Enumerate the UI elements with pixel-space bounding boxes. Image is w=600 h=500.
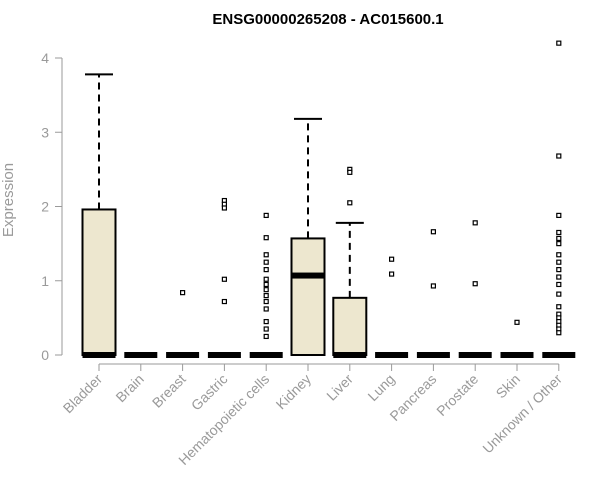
outlier-point <box>389 256 395 262</box>
outlier-point <box>263 306 269 312</box>
x-tick-label: Lung <box>364 371 397 404</box>
y-axis-label: Expression <box>0 163 17 237</box>
outlier-point <box>180 290 186 296</box>
box-6 <box>290 117 326 357</box>
outlier-point <box>430 283 436 289</box>
outlier-point <box>556 40 562 46</box>
x-tick-label: Unknown / Other <box>479 371 565 457</box>
outlier-point <box>263 276 269 282</box>
y-tick-label: 4 <box>41 50 49 66</box>
outlier-point <box>556 212 562 219</box>
outlier-point <box>556 259 562 265</box>
outlier-point <box>514 319 520 325</box>
box-rect <box>290 237 326 357</box>
outlier-point <box>263 235 269 241</box>
box-rect <box>81 208 117 356</box>
median-line <box>542 352 576 358</box>
outlier-point <box>263 267 269 273</box>
median-line <box>500 352 534 358</box>
box-10 <box>458 220 492 358</box>
outlier-point <box>556 267 562 273</box>
outlier-point <box>556 241 562 247</box>
outlier-point <box>556 304 562 310</box>
outlier-point <box>430 229 436 235</box>
box-9 <box>416 229 450 358</box>
outlier-point <box>556 291 562 297</box>
outlier-point <box>221 205 227 211</box>
box-5 <box>249 212 283 358</box>
median-line <box>416 352 450 358</box>
box-4 <box>207 197 241 358</box>
x-tick-label: Skin <box>493 371 524 402</box>
outlier-point <box>347 200 353 206</box>
x-tick-label: Kidney <box>273 371 315 413</box>
box-8 <box>375 256 409 358</box>
x-tick-label: Prostate <box>433 371 481 419</box>
box-3 <box>166 290 200 358</box>
chart-title: ENSG00000265208 - AC015600.1 <box>212 11 443 28</box>
outlier-point <box>556 281 562 288</box>
outlier-point <box>263 287 269 293</box>
outlier-point <box>263 212 269 219</box>
outlier-point <box>263 326 269 332</box>
median-line <box>291 272 325 279</box>
outlier-point <box>472 281 478 287</box>
outlier-point <box>556 274 562 280</box>
box-rect <box>332 296 368 357</box>
boxes-layer <box>81 40 576 358</box>
outlier-point <box>221 298 227 305</box>
median-line <box>166 352 200 358</box>
box-11 <box>500 319 534 358</box>
x-tick-label: Bladder <box>60 371 106 417</box>
box-12 <box>542 40 576 358</box>
outlier-point <box>556 252 562 258</box>
x-tick-label: Brain <box>112 371 146 405</box>
box-2 <box>124 352 158 358</box>
box-7 <box>332 166 368 358</box>
median-line <box>458 352 492 358</box>
x-tick-label: Liver <box>323 371 356 404</box>
y-axis: 0 1 2 3 4 <box>41 50 63 363</box>
outlier-point <box>556 330 562 336</box>
outlier-point <box>263 293 269 299</box>
median-line <box>333 352 367 358</box>
median-line <box>207 352 241 358</box>
y-tick-label: 0 <box>41 347 49 363</box>
median-line <box>124 352 158 358</box>
median-line <box>249 352 283 358</box>
outlier-point <box>556 229 562 236</box>
outlier-point <box>472 220 478 226</box>
y-tick-label: 1 <box>41 273 49 289</box>
median-line <box>82 352 116 358</box>
outlier-point <box>389 271 395 277</box>
y-tick-label: 2 <box>41 199 49 215</box>
outlier-point <box>263 333 269 340</box>
outlier-point <box>263 318 269 325</box>
outlier-point <box>263 298 269 305</box>
outlier-point <box>556 153 562 159</box>
outlier-point <box>263 259 269 265</box>
y-tick-label: 3 <box>41 124 49 140</box>
outlier-point <box>556 235 562 242</box>
outlier-point <box>347 169 353 175</box>
outlier-point <box>263 281 269 288</box>
box-1 <box>81 73 117 358</box>
median-line <box>375 352 409 358</box>
x-tick-label: Breast <box>149 371 189 411</box>
outlier-point <box>263 252 269 258</box>
outlier-point <box>221 276 227 282</box>
